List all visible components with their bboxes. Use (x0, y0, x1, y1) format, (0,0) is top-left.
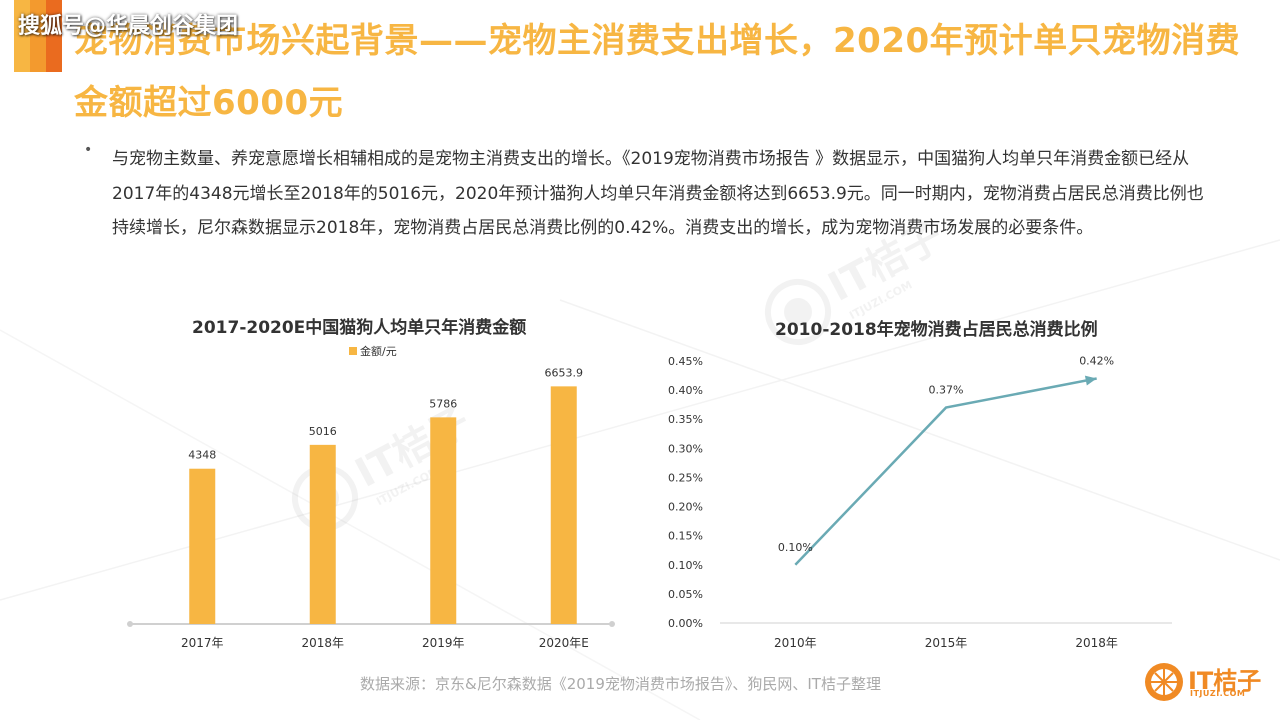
axis-end-dot (127, 621, 133, 627)
accent-bars (14, 0, 62, 72)
bar-value-label: 5786 (429, 397, 457, 410)
legend-label: 金额/元 (360, 344, 397, 358)
x-tick-label: 2010年 (774, 636, 817, 650)
logo-text: IT桔子 (1188, 667, 1262, 695)
legend-swatch (349, 347, 357, 355)
y-tick-label: 0.35% (668, 413, 703, 426)
x-tick-label: 2017年 (181, 636, 224, 650)
point-value-label: 0.10% (778, 541, 813, 554)
page-title: 宠物消费市场兴起背景——宠物主消费支出增长，2020年预计单只宠物消费金额超过6… (74, 21, 1241, 123)
y-tick-label: 0.10% (668, 559, 703, 572)
source-watermark: 搜狐号@华晨创谷集团 (18, 14, 239, 39)
series-line (794, 377, 1097, 566)
y-tick-label: 0.25% (668, 471, 703, 484)
bar (309, 444, 336, 624)
line-chart-title: 2010-2018年宠物消费占居民总消费比例 (775, 320, 1098, 340)
x-tick-label: 2020年E (539, 636, 589, 650)
y-tick-label: 0.30% (668, 442, 703, 455)
bullet-text: 与宠物主数量、养宠意愿增长相辅相成的是宠物主消费支出的增长。《2019宠物消费市… (112, 149, 1204, 238)
bar-value-label: 4348 (188, 449, 216, 462)
x-tick-label: 2019年 (422, 636, 465, 650)
y-tick-label: 0.45% (668, 355, 703, 368)
orange-icon (1145, 663, 1183, 701)
bullet-icon: • (84, 142, 93, 158)
bar (189, 468, 216, 624)
bar (430, 417, 457, 624)
x-tick-label: 2015年 (925, 636, 968, 650)
y-tick-label: 0.00% (668, 617, 703, 630)
point-value-label: 0.37% (929, 384, 964, 397)
x-tick-label: 2018年 (301, 636, 344, 650)
data-source: 数据来源：京东&尼尔森数据《2019宠物消费市场报告》、狗民网、IT桔子整理 (360, 675, 881, 693)
bullet-paragraph: • 与宠物主数量、养宠意愿增长相辅相成的是宠物主消费支出的增长。《2019宠物消… (84, 142, 1214, 246)
y-tick-label: 0.20% (668, 501, 703, 514)
logo-subtext: ITJUZI.COM (1190, 689, 1246, 698)
bar-value-label: 5016 (309, 425, 337, 438)
y-tick-label: 0.05% (668, 588, 703, 601)
axis-end-dot (609, 621, 615, 627)
x-tick-label: 2018年 (1075, 636, 1118, 650)
bar-chart: 金额/元 4348 2017年 5016 2018年 5786 2019年 6653.9 202… (127, 344, 615, 650)
line-arrowhead (1084, 375, 1097, 386)
y-tick-label: 0.15% (668, 530, 703, 543)
line-chart: 0.00% 0.05% 0.10% 0.15% 0.20% 0.25% 0.30% 0.35%… (668, 354, 1172, 650)
y-tick-label: 0.40% (668, 384, 703, 397)
point-value-label: 0.42% (1079, 354, 1114, 367)
bar (550, 386, 577, 624)
bar-chart-title: 2017-2020E中国猫狗人均单只年消费金额 (192, 318, 527, 338)
itjuzi-logo: IT桔子 ITJUZI.COM (1143, 661, 1263, 705)
bar-value-label: 6653.9 (545, 366, 584, 379)
